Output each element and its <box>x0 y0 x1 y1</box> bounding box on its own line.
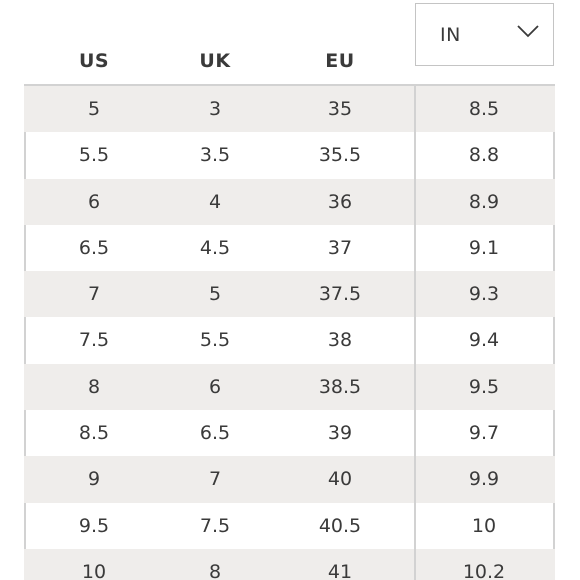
table-row: 8 6 38.5 9.5 <box>24 363 555 411</box>
cell-eu: 38.5 <box>318 375 362 398</box>
chevron-down-icon <box>517 25 539 38</box>
cell-eu: 36 <box>327 190 353 213</box>
cell-eu: 35 <box>327 98 353 120</box>
cell-uk: 8 <box>208 560 222 580</box>
cell-us: 5.5 <box>78 144 110 167</box>
unit-dropdown[interactable]: IN <box>415 3 554 66</box>
cell-us: 10 <box>81 560 107 580</box>
cell-us: 9.5 <box>78 514 110 537</box>
cell-in: 9.4 <box>468 329 500 352</box>
cell-eu: 40 <box>327 468 353 491</box>
cell-uk: 4.5 <box>199 236 231 259</box>
cell-in: 8.8 <box>468 144 500 167</box>
cell-uk: 5 <box>208 283 222 306</box>
cell-us: 8.5 <box>78 422 110 445</box>
cell-uk: 4 <box>208 190 222 213</box>
cell-uk: 5.5 <box>199 329 231 352</box>
cell-in: 10 <box>471 514 497 537</box>
table-row: 6 4 36 8.9 <box>24 178 555 225</box>
unit-dropdown-value: IN <box>440 24 461 46</box>
column-header-us: US <box>78 50 110 72</box>
cell-in: 8.9 <box>468 190 500 213</box>
cell-us: 8 <box>87 375 101 398</box>
cell-in: 9.9 <box>468 468 500 491</box>
cell-uk: 6.5 <box>199 422 231 445</box>
table-row: 9 7 40 9.9 <box>24 456 555 503</box>
table-row: 7 5 37.5 9.3 <box>24 271 555 318</box>
size-table-body: 5 3 35 8.5 5.5 3.5 35.5 8.8 6 4 36 8.9 6.5 4.5 37 9.1 7 5… <box>24 86 555 580</box>
table-row: 8.5 6.5 39 9.7 <box>24 410 555 456</box>
cell-uk: 3 <box>208 98 222 120</box>
table-row: 5 3 35 8.5 <box>24 86 555 133</box>
cell-us: 7.5 <box>78 329 110 352</box>
table-row: 6.5 4.5 37 9.1 <box>24 225 555 271</box>
column-divider <box>414 84 416 580</box>
table-row: 9.5 7.5 40.5 10 <box>24 503 555 549</box>
cell-us: 5 <box>87 98 101 120</box>
cell-in: 9.7 <box>468 422 500 445</box>
cell-uk: 3.5 <box>199 144 231 167</box>
table-header: US UK EU <box>24 40 415 84</box>
cell-eu: 39 <box>327 422 353 445</box>
cell-eu: 40.5 <box>318 514 362 537</box>
table-row: 7.5 5.5 38 9.4 <box>24 317 555 363</box>
cell-eu: 37 <box>327 236 353 259</box>
cell-eu: 35.5 <box>318 144 362 167</box>
table-frame <box>24 84 555 580</box>
cell-eu: 38 <box>327 329 353 352</box>
cell-uk: 6 <box>208 375 222 398</box>
cell-uk: 7 <box>208 468 222 491</box>
cell-in: 9.5 <box>468 375 500 398</box>
cell-in: 8.5 <box>468 98 500 120</box>
column-header-eu: EU <box>325 50 355 72</box>
table-row: 10 8 41 10.2 <box>24 548 555 580</box>
cell-eu: 37.5 <box>318 283 362 306</box>
cell-us: 9 <box>87 468 101 491</box>
cell-eu: 41 <box>327 560 353 580</box>
cell-us: 7 <box>87 283 101 306</box>
table-row: 5.5 3.5 35.5 8.8 <box>24 132 555 178</box>
cell-uk: 7.5 <box>199 514 231 537</box>
column-header-uk: UK <box>199 50 231 72</box>
cell-us: 6 <box>87 190 101 213</box>
cell-in: 9.1 <box>468 236 500 259</box>
cell-in: 9.3 <box>468 283 500 306</box>
cell-us: 6.5 <box>78 236 110 259</box>
cell-in: 10.2 <box>462 560 506 580</box>
